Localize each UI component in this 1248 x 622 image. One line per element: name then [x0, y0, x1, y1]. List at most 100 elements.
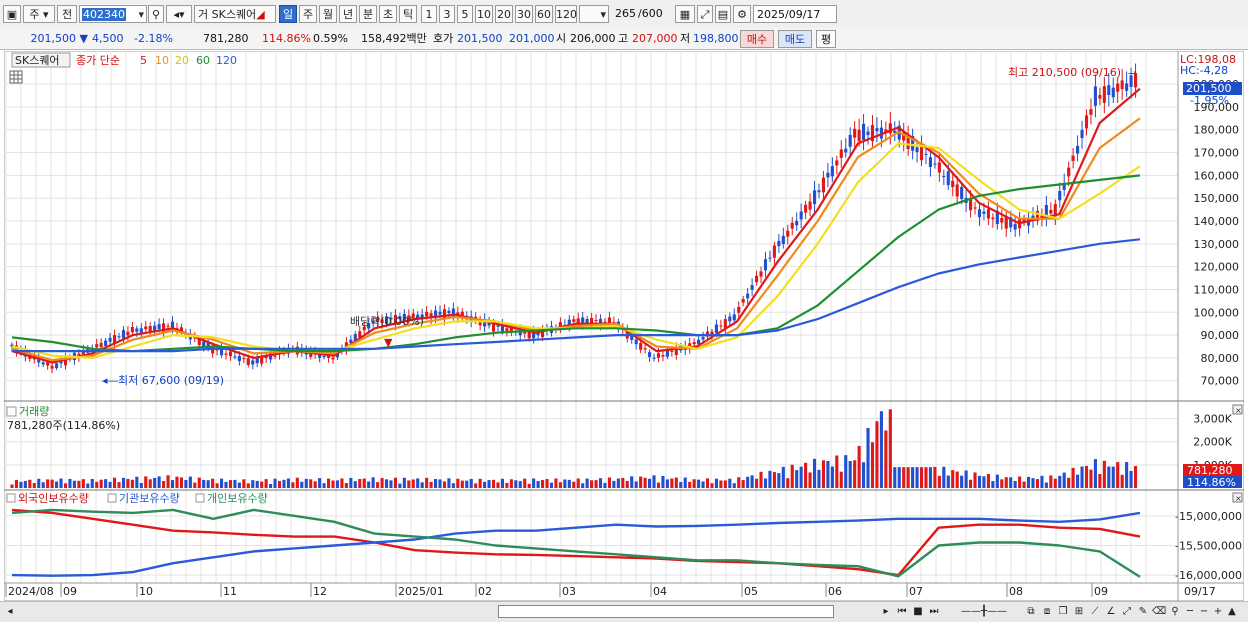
zoom-slider[interactable]: ——╂—— [960, 606, 1008, 617]
stock-name-legend-box[interactable] [11, 52, 71, 68]
date-input[interactable]: 2025/09/17 [753, 5, 837, 23]
candle-body [799, 211, 803, 220]
candle-body [1067, 167, 1071, 177]
zoom-out-icon[interactable]: ─ [1186, 606, 1194, 617]
type-select[interactable]: 주 ▾ [23, 5, 55, 23]
zoom-glass-icon[interactable]: ⚲ [1171, 606, 1179, 617]
custom-interval-select[interactable]: ▾ [579, 5, 609, 23]
speaker-icon[interactable]: ◂▾ [166, 5, 192, 23]
holdings-line-individual[interactable] [11, 508, 1141, 578]
close-icon[interactable]: × [1235, 406, 1242, 415]
volume-bar [830, 466, 834, 488]
holdings-line-foreign[interactable] [11, 508, 1141, 577]
trend-icon[interactable]: ⤢ [697, 5, 713, 23]
zoom-out-alt-icon[interactable]: − [1199, 606, 1209, 617]
period-year[interactable]: 년 [339, 5, 357, 23]
volume-bar [1053, 478, 1057, 488]
interval-20[interactable]: 20 [495, 5, 513, 23]
chart-table-icon[interactable] [9, 70, 23, 84]
sell-button[interactable]: 매도 [778, 30, 812, 48]
chart-type-icon[interactable]: ▦ [675, 5, 695, 23]
interval-5[interactable]: 5 [457, 5, 473, 23]
candle-body [576, 318, 580, 327]
legend-ma120[interactable]: 120 [216, 54, 237, 67]
period-month[interactable]: 월 [319, 5, 337, 23]
foreign-holdings-title[interactable]: 외국인보유수량 [18, 492, 89, 505]
candle-body [46, 362, 50, 366]
ma-line-120[interactable] [12, 238, 1141, 353]
count-value[interactable]: 265 [615, 7, 636, 20]
interval-30[interactable]: 30 [515, 5, 533, 23]
stock-code-input[interactable]: 402340 ▾ [79, 5, 147, 23]
institution-holdings-title[interactable]: 기관보유수량 [119, 492, 180, 505]
volume-bar [99, 479, 103, 488]
candle-body [960, 186, 964, 199]
grid-icon[interactable]: ⊞ [1074, 606, 1084, 617]
legend-ma60[interactable]: 60 [196, 54, 210, 67]
buy-button[interactable]: 매수 [740, 30, 774, 48]
candle-body [509, 326, 513, 332]
close-icon[interactable] [1232, 492, 1243, 503]
fast-forward-icon[interactable]: ⏭ [929, 606, 939, 617]
scroll-thumb[interactable] [498, 605, 834, 618]
individual-holdings-title[interactable]: 개인보유수량 [207, 492, 268, 505]
period-week[interactable]: 주 [299, 5, 317, 23]
scroll-left-icon[interactable]: ◂ [7, 606, 13, 617]
triangle-up-icon[interactable]: ▲ [1228, 606, 1236, 617]
interval-10[interactable]: 10 [475, 5, 493, 23]
draw-pen-icon[interactable]: ✎ [1138, 606, 1148, 617]
volume-bar [1116, 462, 1120, 488]
volume-bar [41, 482, 45, 488]
volume-bar [425, 477, 429, 488]
draw-line-icon[interactable]: ⟋ [1091, 606, 1099, 617]
date-label: 09 [1094, 585, 1108, 598]
volume-bar [179, 477, 183, 488]
volume-bar [719, 480, 723, 488]
period-day[interactable]: 일 [279, 5, 297, 23]
prev-button[interactable]: 전 [57, 5, 77, 23]
legend-ma20[interactable]: 20 [175, 54, 189, 67]
holdings-line-institution[interactable] [11, 511, 1141, 577]
save-icon[interactable]: ▤ [715, 5, 731, 23]
stop-icon[interactable]: ■ [913, 606, 923, 617]
interval-120[interactable]: 120 [555, 5, 577, 23]
compare-icon[interactable]: ⧈ [1043, 606, 1051, 617]
bottom-scrollbar[interactable]: ◂ ▸ ⏮ ■ ⏭ ——╂—— ⧉ ⧈ ❐ ⊞ ⟋ ∠ ⤢ ✎ ⌫ ⚲ ─ − … [0, 601, 1248, 622]
volume-bar [19, 481, 23, 488]
scroll-right-icon[interactable]: ▸ [883, 606, 889, 617]
last-volume-pct-badge [1183, 476, 1242, 488]
draw-angle-icon[interactable]: ∠ [1106, 606, 1116, 617]
period-minute[interactable]: 분 [359, 5, 377, 23]
interval-1[interactable]: 1 [421, 5, 437, 23]
period-second[interactable]: 초 [379, 5, 397, 23]
window-icon[interactable]: ▣ [3, 5, 21, 23]
price-tick-label: 120,000 [1194, 261, 1240, 274]
close-icon[interactable]: × [1235, 494, 1242, 503]
layout-icon[interactable]: ⧉ [1027, 606, 1035, 617]
draw-trend-icon[interactable]: ⤢ [1123, 606, 1131, 617]
rewind-icon[interactable]: ⏮ [897, 606, 907, 617]
period-tick[interactable]: 틱 [399, 5, 417, 23]
search-icon[interactable]: ⚲ [148, 5, 164, 23]
stock-chart[interactable]: 2024/08 09 10 11 12 2025/01 02 03 04 05 06 07 08 09 09… [4, 51, 1244, 601]
volume-bar [264, 479, 268, 488]
eraser-icon[interactable]: ⌫ [1152, 606, 1167, 617]
copy-icon[interactable]: ❐ [1058, 606, 1068, 617]
candle-body [108, 337, 112, 342]
candle-body [1098, 95, 1102, 99]
zoom-in-icon[interactable]: + [1213, 606, 1223, 617]
legend-ma10[interactable]: 10 [155, 54, 169, 67]
eval-button[interactable]: 평 [816, 30, 836, 48]
close-icon[interactable] [1232, 404, 1243, 415]
volume-bar [518, 481, 522, 488]
ma-line-5[interactable] [11, 87, 1141, 364]
interval-60[interactable]: 60 [535, 5, 553, 23]
volume-bar [206, 480, 210, 488]
ma-line-60[interactable] [11, 174, 1141, 353]
interval-3[interactable]: 3 [439, 5, 455, 23]
stock-name-box[interactable]: 거 SK스퀘어◢ [194, 5, 276, 23]
candle-body [830, 166, 834, 177]
gear-icon[interactable]: ⚙ [733, 5, 751, 23]
legend-ma5[interactable]: 5 [140, 54, 147, 67]
chevron-down-icon[interactable]: ▾ [138, 8, 144, 21]
